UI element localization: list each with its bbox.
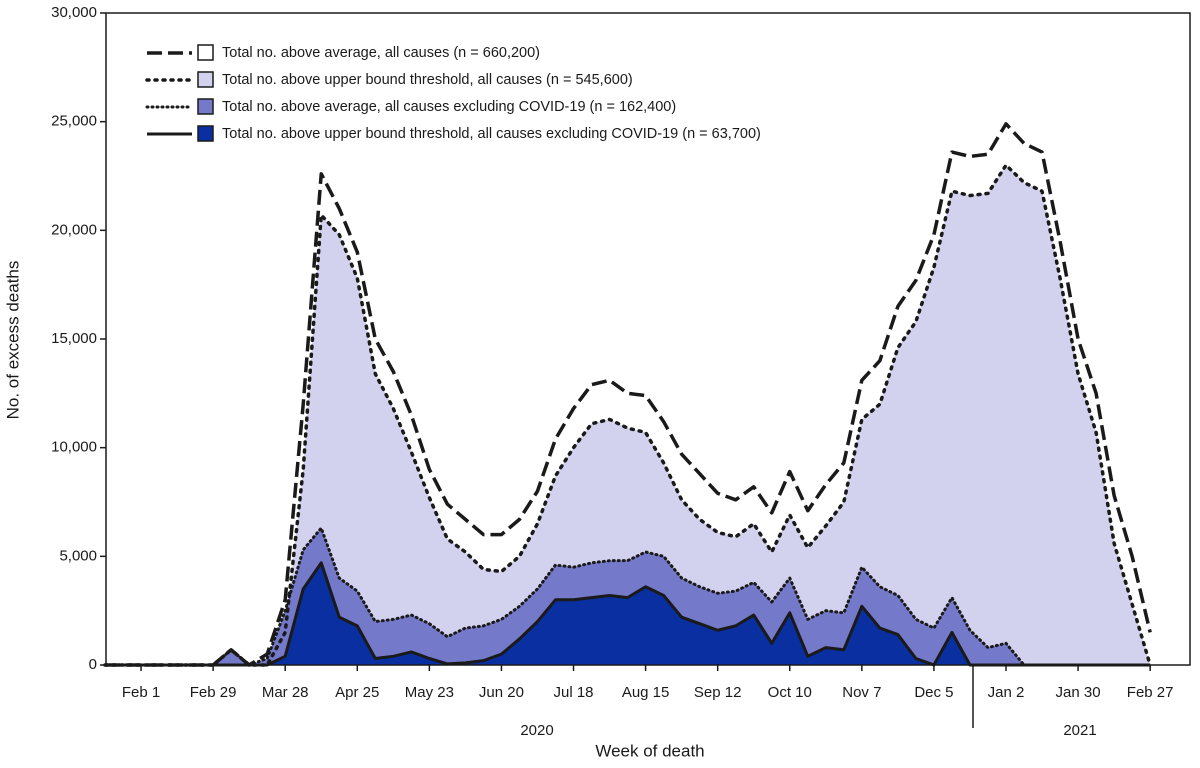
legend-swatch: [197, 98, 214, 115]
x-tick-label: May 23: [405, 684, 454, 701]
x-tick-label: Feb 1: [122, 684, 160, 701]
year-label: 2021: [1063, 722, 1096, 739]
legend-label: Total no. above upper bound threshold, a…: [222, 72, 633, 88]
y-tick-label: 20,000: [51, 221, 97, 238]
y-tick-label: 15,000: [51, 330, 97, 347]
y-tick-label: 0: [89, 656, 97, 673]
series-line: [103, 526, 1152, 667]
series-area: [105, 165, 1151, 665]
x-tick-label: Aug 15: [622, 684, 670, 701]
legend: Total no. above average, all causes (n =…: [145, 44, 761, 142]
legend-swatch: [197, 71, 214, 88]
y-tick-label: 30,000: [51, 4, 97, 21]
x-tick-label: Jul 18: [554, 684, 594, 701]
legend-label: Total no. above upper bound threshold, a…: [222, 126, 761, 142]
y-tick-label: 5,000: [59, 547, 97, 564]
x-axis-title: Week of death: [595, 741, 704, 760]
x-tick-label: Jan 2: [988, 684, 1025, 701]
x-tick-label: Dec 5: [914, 684, 953, 701]
x-tick-label: Oct 10: [768, 684, 812, 701]
x-tick-label: Apr 25: [335, 684, 379, 701]
legend-label: Total no. above average, all causes excl…: [222, 99, 676, 115]
x-tick-label: Feb 29: [190, 684, 237, 701]
legend-swatch: [197, 44, 214, 61]
series-area: [105, 562, 1151, 665]
year-label: 2020: [520, 722, 553, 739]
x-tick-label: Feb 27: [1127, 684, 1174, 701]
y-tick-label: 25,000: [51, 113, 97, 130]
x-tick-label: Jan 30: [1056, 684, 1101, 701]
y-axis-title: No. of excess deaths: [3, 261, 22, 420]
x-tick-label: Sep 12: [694, 684, 742, 701]
legend-label: Total no. above average, all causes (n =…: [222, 45, 540, 61]
x-tick-label: Mar 28: [262, 684, 309, 701]
x-tick-label: Jun 20: [479, 684, 524, 701]
series-line: [105, 122, 1152, 667]
y-tick-label: 10,000: [51, 439, 97, 456]
x-tick-label: Nov 7: [842, 684, 881, 701]
legend-swatch: [197, 125, 214, 142]
